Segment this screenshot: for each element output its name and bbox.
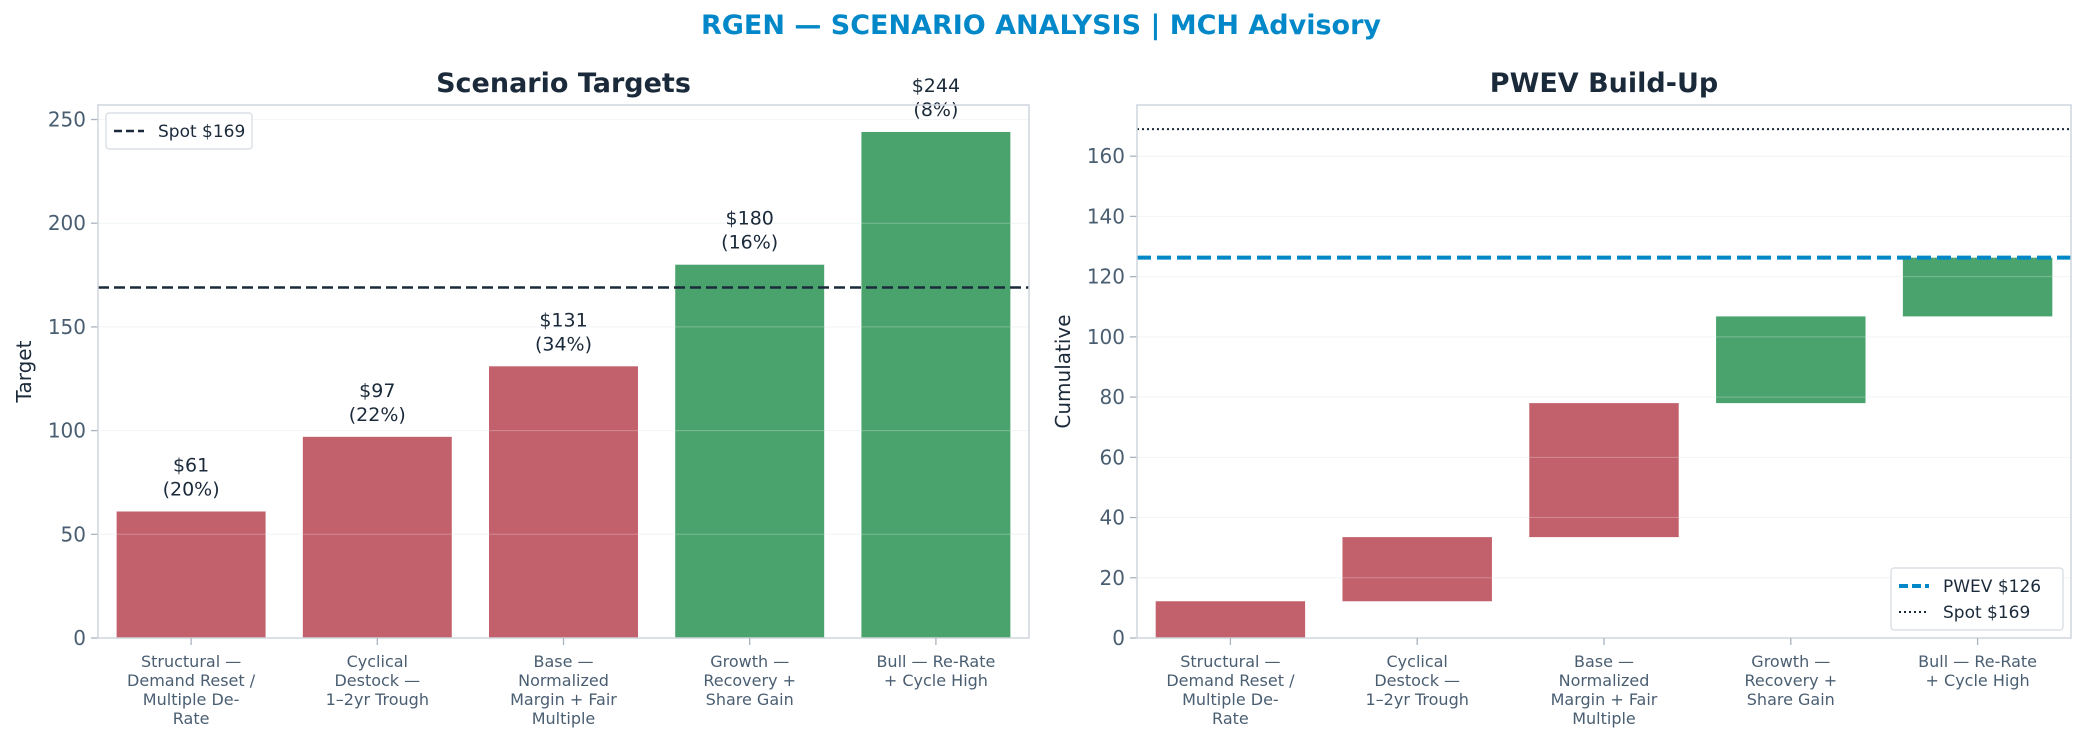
y-tick-label: 150 [48, 315, 86, 339]
bar-value-label: $180 [726, 208, 774, 230]
bar-1 [1155, 601, 1306, 638]
bar-2 [1342, 537, 1492, 602]
x-tick-label: Growth — Recovery + Share Gain [703, 652, 796, 709]
y-tick-label: 60 [1100, 445, 1125, 469]
y-tick-label: 20 [1100, 566, 1125, 590]
bar-probability-label: (34%) [535, 333, 592, 355]
legend-label: Spot $169 [158, 122, 245, 142]
x-tick-label: Bull — Re-Rate + Cycle High [876, 652, 995, 690]
bars [1155, 257, 2053, 638]
y-tick-label: 0 [73, 626, 86, 650]
bar-1 [116, 511, 266, 638]
x-tick-label: Structural — Demand Reset / Multiple De-Ra… [1166, 652, 1295, 728]
bar-value-label: $244 [912, 75, 960, 97]
legend: Spot $169 [105, 112, 253, 150]
legend-label: Spot $169 [1943, 603, 2030, 623]
y-tick-label: 200 [48, 211, 86, 235]
y-axis-label: Cumulative [1051, 314, 1075, 428]
y-tick-label: 250 [48, 108, 86, 132]
bar-value-label: $131 [539, 309, 587, 331]
x-tick-label: Base — Normalized Margin + Fair Multiple [510, 652, 617, 728]
y-tick-label: 40 [1100, 506, 1125, 530]
x-tick-label: Base — Normalized Margin + Fair Multiple [1551, 652, 1658, 728]
bar-probability-label: (20%) [163, 478, 220, 500]
y-tick-label: 160 [1087, 144, 1125, 168]
x-tick-label: Cyclical Destock —1–2yr Trough [1366, 652, 1469, 709]
y-tick-label: 0 [1112, 626, 1125, 650]
plot-frame [1136, 104, 2072, 639]
chart-title: Scenario Targets [436, 68, 691, 99]
scenario-targets-chart: Scenario Targets 0 50 100 150 200 250 $61(20%) $… [12, 68, 1030, 728]
bar-4 [1716, 316, 1866, 404]
legend-box [105, 112, 253, 150]
bar-probability-label: (22%) [349, 404, 406, 426]
x-tick-label: Structural — Demand Reset / Multiple De-Ra… [127, 652, 256, 728]
x-tick-label: Bull — Re-Rate + Cycle High [1918, 652, 2037, 690]
bar-probability-label: (8%) [913, 99, 958, 121]
bar-3 [489, 366, 638, 638]
y-tick-label: 100 [1087, 325, 1125, 349]
legend: PWEV $126 Spot $169 [1890, 567, 2064, 631]
y-tick-label: 120 [1087, 265, 1125, 289]
figure-title: RGEN — SCENARIO ANALYSIS | MCH Advisory [701, 10, 1381, 41]
y-tick-label: 80 [1100, 385, 1125, 409]
y-tick-label: 140 [1087, 204, 1125, 228]
x-tick-label: Cyclical Destock —1–2yr Trough [326, 652, 429, 709]
bar-2 [302, 436, 452, 638]
bar-3 [1529, 403, 1679, 538]
legend-box [1890, 567, 2064, 631]
bar-5 [1902, 257, 2053, 317]
chart-title: PWEV Build-Up [1490, 68, 1718, 99]
bar-probability-label: (16%) [721, 232, 778, 254]
bar-4 [675, 264, 825, 638]
bars [116, 131, 1011, 638]
y-axis-label: Target [12, 340, 36, 403]
x-tick-label: Growth — Recovery + Share Gain [1744, 652, 1837, 709]
bar-value-label: $97 [359, 380, 395, 402]
pwev-buildup-chart: PWEV Build-Up 0 20 40 60 80 100 120 140 160 Struct… [1051, 68, 2072, 728]
legend-label: PWEV $126 [1943, 577, 2041, 597]
y-tick-label: 100 [48, 419, 86, 443]
y-tick-label: 50 [61, 522, 86, 546]
bar-value-label: $61 [173, 454, 209, 476]
bar-5 [861, 131, 1011, 638]
